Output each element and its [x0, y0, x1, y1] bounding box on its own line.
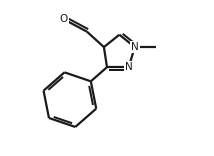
Text: N: N [131, 42, 139, 52]
Text: N: N [125, 62, 132, 72]
Text: O: O [59, 14, 68, 24]
